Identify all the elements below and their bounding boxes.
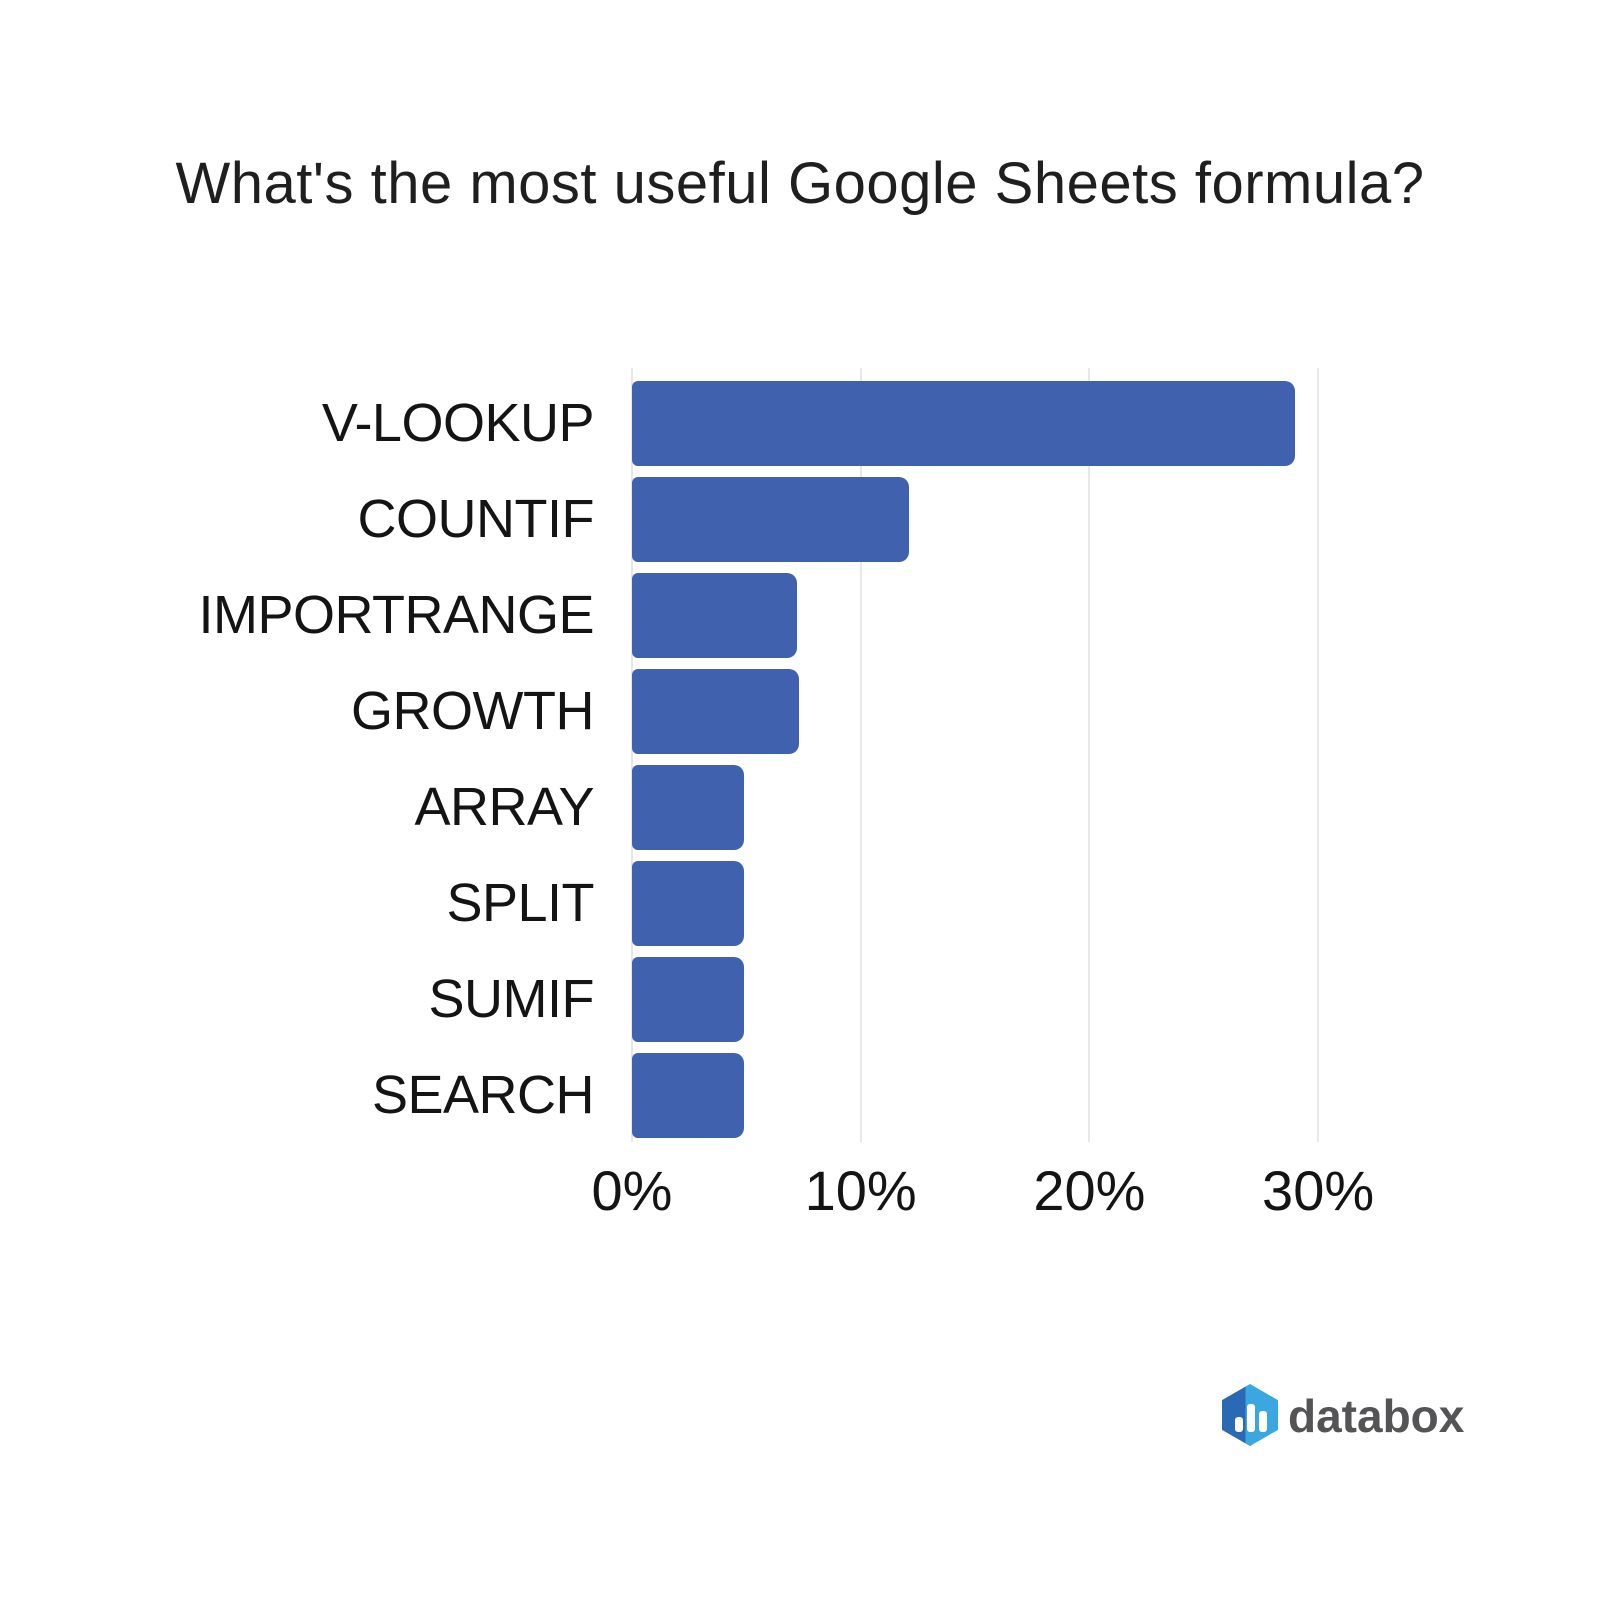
logo-bar-chart-icon	[1259, 1411, 1267, 1432]
bar	[632, 477, 909, 562]
bar-row: GROWTH	[0, 669, 1600, 754]
x-axis-tick-label: 30%	[1262, 1159, 1375, 1222]
bar	[632, 573, 797, 658]
bar	[632, 1053, 745, 1138]
category-label: ARRAY	[414, 777, 594, 837]
bar-row: IMPORTRANGE	[0, 573, 1600, 658]
bar-row: SUMIF	[0, 957, 1600, 1042]
category-label: COUNTIF	[357, 489, 595, 549]
bar-row: COUNTIF	[0, 477, 1600, 562]
chart-title: What's the most useful Google Sheets for…	[175, 151, 1425, 216]
x-axis-tick-label: 10%	[804, 1159, 917, 1222]
logo-bar-chart-icon	[1247, 1404, 1255, 1432]
category-label: SPLIT	[446, 873, 594, 933]
gridline-0pct	[631, 368, 633, 1142]
bar-row: SEARCH	[0, 1053, 1600, 1138]
bar-row: V-LOOKUP	[0, 381, 1600, 466]
bar	[632, 861, 745, 946]
databox-hexagon-icon	[1222, 1384, 1278, 1446]
gridline-30pct	[1317, 368, 1320, 1142]
x-axis-tick-label: 20%	[1033, 1159, 1146, 1222]
category-label: IMPORTRANGE	[198, 585, 594, 645]
logo-bar-chart-icon	[1235, 1417, 1243, 1432]
bar	[632, 669, 799, 754]
gridline-10pct	[859, 368, 862, 1142]
category-label: GROWTH	[351, 681, 594, 741]
category-label: SUMIF	[428, 969, 595, 1029]
category-label: V-LOOKUP	[321, 393, 595, 453]
category-label: SEARCH	[371, 1065, 595, 1125]
bar	[632, 765, 745, 850]
x-axis-tick-label: 0%	[591, 1159, 673, 1222]
bar	[632, 381, 1296, 466]
bar-row: ARRAY	[0, 765, 1600, 850]
gridline-20pct	[1088, 368, 1091, 1142]
bar	[632, 957, 745, 1042]
databox-logo-text: databox	[1288, 1390, 1465, 1442]
databox-logo: databox	[1222, 1384, 1464, 1448]
bar-row: SPLIT	[0, 861, 1600, 946]
